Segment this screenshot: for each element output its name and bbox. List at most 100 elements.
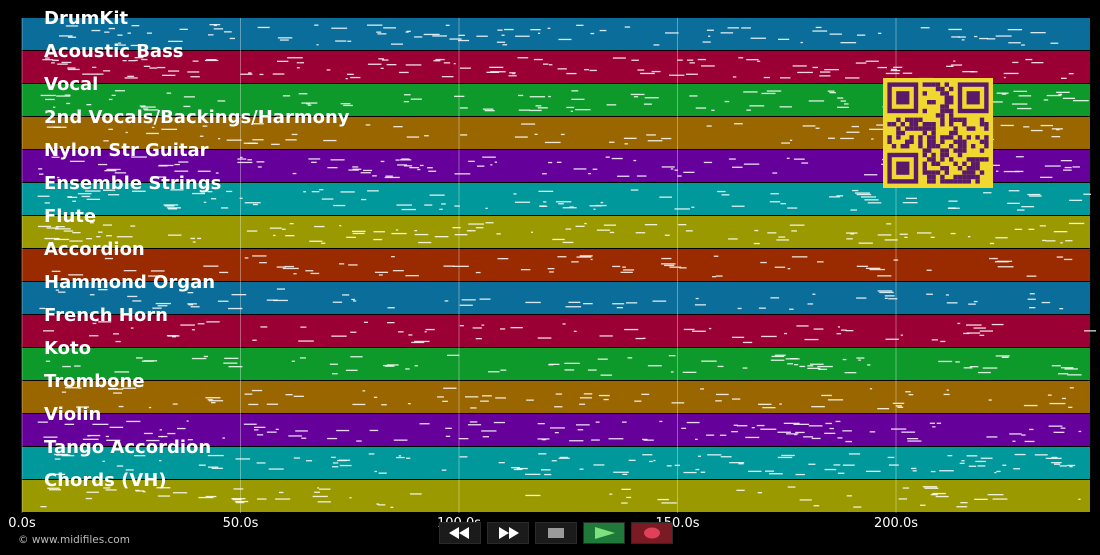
note-mark (691, 206, 695, 208)
note-mark (187, 71, 200, 73)
note-mark (191, 357, 207, 360)
note-mark (316, 44, 319, 46)
play-button[interactable] (583, 522, 625, 544)
track-label: Acoustic Bass (44, 41, 184, 62)
note-mark (459, 304, 473, 306)
note-mark (963, 367, 973, 369)
note-mark (734, 123, 743, 125)
note-mark (653, 459, 656, 462)
note-mark (1041, 301, 1051, 304)
note-mark (800, 41, 803, 44)
note-mark (1040, 124, 1053, 127)
note-mark (135, 490, 145, 492)
note-mark (204, 59, 219, 62)
note-mark (612, 303, 625, 305)
note-mark (348, 169, 359, 171)
note-mark (301, 102, 318, 104)
note-mark (314, 24, 319, 26)
note-mark (285, 394, 293, 396)
note-mark (443, 265, 455, 267)
note-mark (57, 176, 60, 179)
record-button[interactable] (631, 522, 673, 544)
rewind-button[interactable] (439, 522, 481, 544)
note-mark (647, 140, 663, 142)
note-mark (221, 207, 229, 209)
note-mark (435, 58, 445, 61)
note-mark (579, 397, 592, 399)
note-mark (842, 464, 855, 466)
note-mark (621, 502, 628, 504)
note-mark (384, 176, 400, 179)
note-mark (911, 467, 917, 470)
note-mark (1069, 387, 1074, 389)
note-mark (812, 30, 828, 32)
note-mark (269, 227, 282, 229)
note-mark (296, 67, 300, 69)
note-mark (854, 192, 870, 194)
note-mark (327, 437, 338, 440)
note-mark (635, 337, 644, 340)
note-mark (207, 191, 213, 193)
note-mark (967, 236, 971, 238)
note-mark (367, 190, 379, 192)
note-mark (170, 189, 184, 191)
note-mark (717, 365, 724, 368)
track-band[interactable] (22, 447, 1090, 479)
note-mark (164, 205, 175, 207)
track-band[interactable] (22, 51, 1090, 83)
note-mark (661, 257, 672, 260)
track-band[interactable] (22, 480, 1090, 512)
note-mark (621, 488, 631, 490)
note-mark (393, 126, 403, 128)
track-band[interactable] (22, 282, 1090, 314)
note-mark (409, 167, 420, 169)
note-mark (583, 303, 593, 305)
note-mark (166, 207, 181, 209)
note-mark (186, 420, 189, 422)
note-mark (1049, 402, 1066, 405)
note-mark (793, 158, 805, 160)
note-mark (727, 27, 739, 29)
note-mark (786, 433, 799, 435)
track-band[interactable] (22, 315, 1090, 347)
note-mark (398, 71, 409, 74)
note-mark (703, 161, 713, 164)
note-mark (590, 32, 595, 35)
note-mark (635, 232, 646, 234)
stop-button[interactable] (535, 522, 577, 544)
note-mark (69, 160, 85, 162)
note-mark (277, 60, 289, 62)
note-mark (840, 100, 846, 102)
note-mark (1056, 91, 1070, 93)
track-band[interactable] (22, 18, 1090, 50)
note-mark (713, 255, 719, 257)
note-mark (460, 67, 471, 69)
note-mark (224, 357, 239, 359)
note-mark (579, 255, 593, 257)
note-mark (305, 270, 314, 272)
note-mark (252, 139, 264, 141)
note-mark (409, 493, 422, 495)
note-mark (285, 235, 295, 237)
note-mark (746, 59, 759, 61)
note-mark (340, 103, 351, 105)
note-mark (273, 299, 288, 302)
note-mark (288, 435, 302, 437)
track-band[interactable] (22, 381, 1090, 413)
note-mark (846, 232, 858, 234)
note-mark (712, 276, 717, 278)
note-mark (1051, 128, 1063, 130)
note-mark (558, 38, 572, 41)
note-mark (1051, 456, 1058, 459)
note-mark (1053, 231, 1068, 233)
note-mark (554, 406, 563, 408)
note-mark (1039, 225, 1046, 227)
track-band[interactable] (22, 249, 1090, 281)
note-mark (207, 399, 213, 401)
note-mark (441, 469, 447, 471)
fast-forward-button[interactable] (487, 522, 529, 544)
track-band[interactable] (22, 216, 1090, 248)
note-mark (477, 165, 485, 167)
note-mark (989, 257, 998, 260)
note-mark (1031, 62, 1044, 64)
